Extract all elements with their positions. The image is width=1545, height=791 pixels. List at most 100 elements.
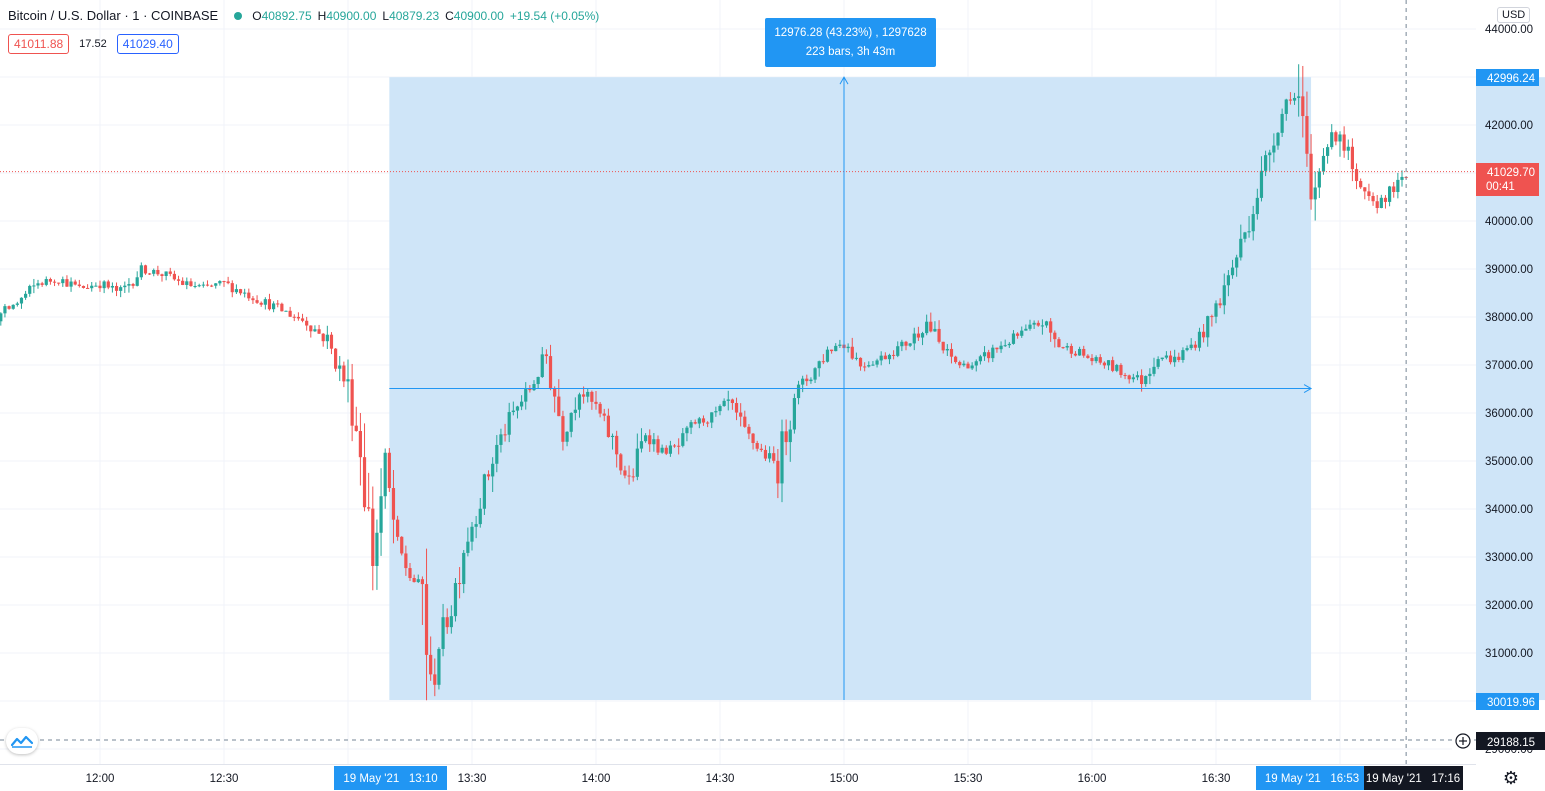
candle bbox=[1247, 216, 1251, 238]
candle bbox=[1053, 330, 1057, 348]
candle bbox=[1044, 320, 1049, 328]
range-end-time-label: 19 May '21 16:53 bbox=[1265, 773, 1359, 785]
tradingview-logo-icon[interactable] bbox=[6, 728, 38, 754]
candle bbox=[1243, 231, 1247, 243]
candle bbox=[127, 278, 131, 293]
candle bbox=[515, 405, 520, 419]
gear-icon[interactable]: ⚙ bbox=[1502, 767, 1520, 788]
candle bbox=[98, 280, 102, 292]
candle bbox=[1024, 324, 1028, 331]
candle bbox=[631, 468, 635, 482]
candle bbox=[945, 344, 949, 356]
symbol-title[interactable]: Bitcoin / U.S. Dollar · 1 · COINBASE bbox=[8, 8, 219, 23]
candle bbox=[834, 343, 838, 352]
symbol-legend[interactable]: Bitcoin / U.S. Dollar · 1 · COINBASE O40… bbox=[8, 8, 605, 23]
candle bbox=[44, 276, 48, 287]
measure-tooltip-line1: 12976.28 (43.23%) , 1297628 bbox=[774, 27, 926, 39]
candle bbox=[577, 392, 582, 418]
candle bbox=[255, 295, 259, 304]
candle bbox=[954, 355, 958, 364]
candle bbox=[197, 283, 201, 288]
candle bbox=[222, 280, 226, 287]
ask-price-button[interactable]: 41029.40 bbox=[116, 34, 179, 54]
candle bbox=[1202, 324, 1206, 343]
candle bbox=[1259, 156, 1264, 202]
candle bbox=[1396, 172, 1400, 199]
candle bbox=[123, 281, 127, 293]
candle bbox=[1350, 138, 1354, 182]
candle bbox=[57, 282, 61, 286]
candle bbox=[40, 281, 44, 287]
candle bbox=[1230, 259, 1235, 279]
candle bbox=[131, 282, 135, 289]
candle bbox=[854, 352, 858, 361]
candle bbox=[408, 563, 412, 582]
candle bbox=[412, 574, 416, 583]
candle bbox=[788, 420, 792, 462]
candle bbox=[77, 279, 81, 288]
cursor-time-label-bg bbox=[1364, 766, 1463, 790]
candle bbox=[1371, 192, 1375, 206]
candle bbox=[226, 276, 230, 285]
time-tick-label: 12:00 bbox=[86, 773, 115, 785]
candle bbox=[317, 324, 321, 335]
crosshair-price-label: 29188.15 bbox=[1487, 737, 1535, 749]
candle bbox=[681, 428, 685, 448]
candle bbox=[1392, 181, 1396, 198]
candle bbox=[1181, 347, 1185, 363]
candle bbox=[718, 404, 722, 416]
candle bbox=[966, 361, 970, 369]
market-status-dot[interactable] bbox=[234, 11, 243, 20]
candle bbox=[792, 393, 796, 434]
candle bbox=[185, 277, 189, 290]
time-tick-label: 12:30 bbox=[210, 773, 239, 785]
candle bbox=[987, 349, 991, 363]
candle bbox=[193, 281, 197, 289]
candle bbox=[892, 350, 896, 360]
cursor-time-label: 19 May '21 17:16 bbox=[1366, 773, 1460, 785]
candle bbox=[453, 578, 458, 622]
plus-circle-icon[interactable] bbox=[1452, 732, 1474, 750]
candle bbox=[958, 360, 962, 369]
candle bbox=[36, 279, 40, 289]
candle bbox=[486, 470, 491, 481]
candle bbox=[94, 282, 98, 287]
candle bbox=[768, 446, 772, 463]
candle bbox=[305, 316, 309, 331]
currency-button[interactable]: USD bbox=[1497, 7, 1531, 23]
candle bbox=[1239, 224, 1243, 261]
candle bbox=[3, 303, 7, 318]
candle bbox=[644, 433, 648, 443]
legend-close: C40900.00 bbox=[445, 8, 504, 23]
candle bbox=[1342, 126, 1346, 158]
candle bbox=[573, 397, 577, 421]
candle bbox=[309, 325, 313, 338]
candle bbox=[201, 281, 205, 288]
candle bbox=[656, 435, 660, 455]
candle bbox=[470, 522, 474, 551]
candle bbox=[135, 271, 139, 287]
candle bbox=[19, 297, 24, 309]
candle bbox=[69, 277, 73, 292]
time-axis[interactable] bbox=[0, 765, 1476, 791]
candle bbox=[668, 440, 672, 457]
candle bbox=[90, 281, 94, 292]
candle bbox=[259, 301, 263, 307]
candle bbox=[48, 277, 52, 285]
candle bbox=[1069, 343, 1073, 359]
candle bbox=[565, 431, 569, 447]
candle bbox=[544, 349, 548, 364]
candle bbox=[991, 344, 995, 363]
candle bbox=[1334, 130, 1338, 146]
candle bbox=[441, 603, 445, 657]
candle bbox=[507, 402, 511, 443]
candle bbox=[7, 305, 11, 310]
candle bbox=[941, 341, 945, 354]
candle bbox=[813, 367, 817, 383]
candle bbox=[660, 444, 664, 454]
candle bbox=[119, 285, 123, 298]
candle bbox=[635, 433, 639, 481]
price-tick-label: 31000.00 bbox=[1485, 648, 1533, 660]
bid-price-button[interactable]: 41011.88 bbox=[8, 34, 70, 54]
